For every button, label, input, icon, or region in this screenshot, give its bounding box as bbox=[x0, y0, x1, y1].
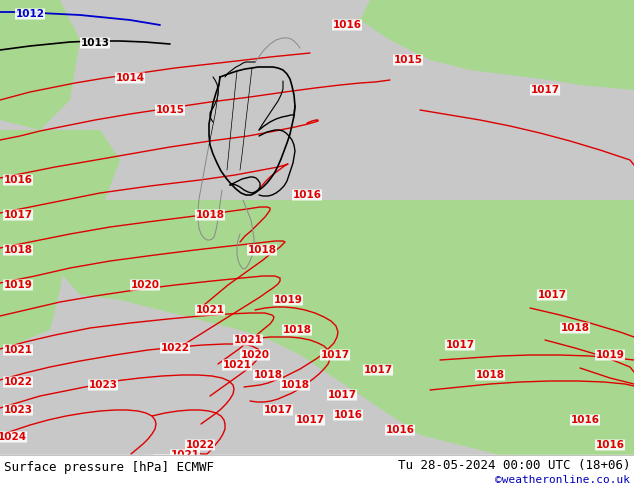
Polygon shape bbox=[0, 0, 80, 130]
Text: 1016: 1016 bbox=[4, 175, 32, 185]
Text: 1020: 1020 bbox=[153, 455, 183, 465]
Text: 1017: 1017 bbox=[3, 210, 32, 220]
Text: 1014: 1014 bbox=[115, 73, 145, 83]
Text: 1018: 1018 bbox=[4, 245, 32, 255]
Text: 1018: 1018 bbox=[283, 325, 311, 335]
Text: Surface pressure [hPa] ECMWF: Surface pressure [hPa] ECMWF bbox=[4, 462, 214, 474]
Text: 1019: 1019 bbox=[595, 350, 624, 360]
Text: 1022: 1022 bbox=[160, 343, 190, 353]
Text: 1018: 1018 bbox=[195, 210, 224, 220]
Text: Tu 28-05-2024 00:00 UTC (18+06): Tu 28-05-2024 00:00 UTC (18+06) bbox=[398, 459, 630, 471]
Text: 1016: 1016 bbox=[292, 190, 321, 200]
Text: 1017: 1017 bbox=[538, 290, 567, 300]
Text: 1015: 1015 bbox=[394, 55, 422, 65]
Text: 1022: 1022 bbox=[186, 440, 214, 450]
Text: 1023: 1023 bbox=[89, 380, 117, 390]
Text: 1019: 1019 bbox=[273, 295, 302, 305]
Polygon shape bbox=[0, 0, 634, 130]
Text: 1012: 1012 bbox=[15, 9, 44, 19]
Text: 1017: 1017 bbox=[327, 390, 356, 400]
Text: 1017: 1017 bbox=[295, 415, 325, 425]
Text: 1017: 1017 bbox=[264, 405, 292, 415]
Text: 1021: 1021 bbox=[223, 360, 252, 370]
Text: 1018: 1018 bbox=[254, 370, 283, 380]
Text: ©weatheronline.co.uk: ©weatheronline.co.uk bbox=[495, 475, 630, 485]
Text: 1016: 1016 bbox=[385, 425, 415, 435]
Text: 1016: 1016 bbox=[332, 20, 361, 30]
Text: 1017: 1017 bbox=[320, 350, 349, 360]
Polygon shape bbox=[360, 0, 634, 90]
Text: 1023: 1023 bbox=[4, 405, 32, 415]
Text: 1018: 1018 bbox=[247, 245, 276, 255]
Polygon shape bbox=[0, 200, 634, 455]
Text: 1020: 1020 bbox=[240, 350, 269, 360]
Text: 1018: 1018 bbox=[476, 370, 505, 380]
Text: 1018: 1018 bbox=[280, 380, 309, 390]
Polygon shape bbox=[0, 150, 65, 350]
Polygon shape bbox=[0, 130, 80, 350]
Text: 1017: 1017 bbox=[531, 85, 560, 95]
Text: 1021: 1021 bbox=[4, 345, 32, 355]
Text: 1021: 1021 bbox=[171, 450, 200, 460]
Polygon shape bbox=[0, 130, 634, 455]
Text: 1018: 1018 bbox=[560, 323, 590, 333]
Text: 1016: 1016 bbox=[571, 415, 600, 425]
Polygon shape bbox=[0, 130, 120, 310]
Text: 1016: 1016 bbox=[595, 440, 624, 450]
Text: 1016: 1016 bbox=[333, 410, 363, 420]
Text: 1019: 1019 bbox=[4, 280, 32, 290]
Text: 1021: 1021 bbox=[233, 335, 262, 345]
Text: 1015: 1015 bbox=[155, 105, 184, 115]
Text: 1020: 1020 bbox=[131, 280, 160, 290]
Text: 1013: 1013 bbox=[81, 38, 110, 48]
Text: 1017: 1017 bbox=[363, 365, 392, 375]
Bar bbox=[0, 455, 634, 490]
Text: 1017: 1017 bbox=[446, 340, 475, 350]
Text: 1021: 1021 bbox=[195, 305, 224, 315]
Text: 1022: 1022 bbox=[4, 377, 32, 387]
Text: 1024: 1024 bbox=[0, 432, 27, 442]
